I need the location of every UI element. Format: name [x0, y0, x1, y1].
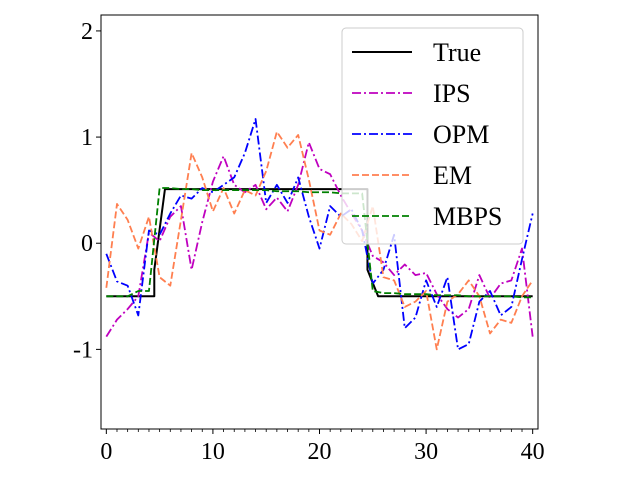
x-tick-label: 40 — [521, 439, 545, 465]
legend-box — [341, 27, 524, 245]
series-line-ips — [105, 141, 534, 338]
x-tick-label: 0 — [100, 439, 112, 465]
series-line-opm — [105, 118, 534, 351]
legend-label-ips: IPS — [433, 79, 471, 108]
legend-label-mbps: MBPS — [433, 202, 502, 231]
series-line-mbps — [106, 187, 533, 299]
y-tick-label: -1 — [73, 337, 93, 363]
legend-label-opm: OPM — [433, 120, 489, 149]
x-tick-label: 30 — [414, 439, 438, 465]
legend-label-true: True — [433, 38, 481, 67]
legend-label-em: EM — [433, 161, 472, 190]
y-tick-label: 1 — [81, 125, 93, 151]
legend: True IPS OPM EM MBPS — [341, 27, 524, 245]
x-tick-label: 10 — [201, 439, 225, 465]
y-tick-label: 2 — [81, 19, 93, 45]
x-tick-label: 20 — [308, 439, 332, 465]
series-line-em — [105, 130, 534, 351]
y-tick-label: 0 — [81, 231, 93, 257]
plot-area — [105, 118, 534, 351]
